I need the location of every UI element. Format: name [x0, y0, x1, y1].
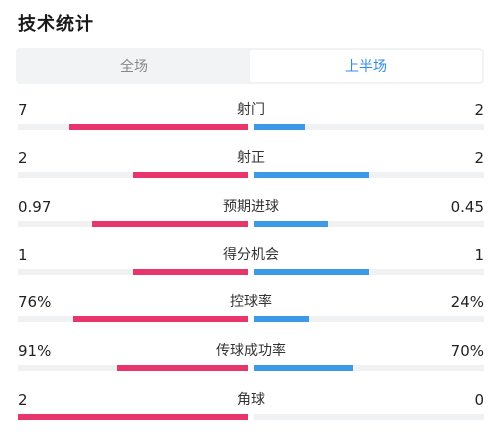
- period-tabs: 全场 上半场: [16, 48, 484, 84]
- away-bar-track: [254, 172, 484, 178]
- away-bar-track: [254, 316, 484, 322]
- home-value: 2: [18, 391, 28, 409]
- away-bar-track: [254, 414, 484, 420]
- stat-label: 预期进球: [223, 199, 279, 215]
- home-bar: [91, 221, 248, 227]
- home-bar: [133, 172, 248, 178]
- home-bar-track: [18, 365, 248, 371]
- tab-first-half[interactable]: 上半场: [250, 50, 482, 82]
- stat-label: 角球: [237, 392, 265, 408]
- home-value: 2: [18, 149, 28, 167]
- away-bar: [254, 316, 310, 322]
- stat-row: 0.97 预期进球 0.45: [18, 197, 484, 237]
- home-bar-track: [18, 316, 248, 322]
- stat-row: 7 射门 2: [18, 100, 484, 140]
- away-bar-track: [254, 269, 484, 275]
- home-bar-track: [18, 172, 248, 178]
- stat-row: 1 得分机会 1: [18, 245, 484, 285]
- stat-label: 控球率: [230, 294, 272, 310]
- away-value: 24%: [450, 293, 484, 311]
- away-bar-track: [254, 124, 484, 130]
- away-value: 70%: [450, 342, 484, 360]
- home-bar: [68, 124, 248, 130]
- away-value: 2: [474, 149, 484, 167]
- home-bar-track: [18, 221, 248, 227]
- away-bar: [254, 221, 328, 227]
- stat-row: 76% 控球率 24%: [18, 292, 484, 332]
- home-value: 91%: [18, 342, 52, 360]
- stat-row: 2 射正 2: [18, 148, 484, 188]
- home-bar-track: [18, 124, 248, 130]
- away-bar: [254, 172, 369, 178]
- home-bar-track: [18, 414, 248, 420]
- away-bar: [254, 124, 305, 130]
- home-bar: [18, 414, 248, 420]
- stat-row: 2 角球 0: [18, 390, 484, 430]
- stat-label: 射正: [237, 150, 265, 166]
- stat-label: 得分机会: [223, 247, 279, 263]
- away-value: 0: [474, 391, 484, 409]
- away-value: 0.45: [450, 198, 484, 216]
- away-value: 1: [474, 246, 484, 264]
- home-bar: [116, 365, 248, 371]
- home-bar-track: [18, 269, 248, 275]
- stat-label: 射门: [237, 102, 265, 118]
- away-bar: [254, 269, 369, 275]
- stat-row: 91% 传球成功率 70%: [18, 341, 484, 381]
- away-bar-track: [254, 365, 484, 371]
- home-value: 76%: [18, 293, 52, 311]
- home-bar: [73, 316, 248, 322]
- away-bar-track: [254, 221, 484, 227]
- home-bar: [133, 269, 248, 275]
- away-value: 2: [474, 101, 484, 119]
- stat-label: 传球成功率: [216, 343, 286, 359]
- page-title: 技术统计: [18, 14, 94, 35]
- away-bar: [254, 365, 353, 371]
- home-value: 0.97: [18, 198, 52, 216]
- home-value: 7: [18, 101, 28, 119]
- home-value: 1: [18, 246, 28, 264]
- tab-full-match[interactable]: 全场: [120, 59, 148, 75]
